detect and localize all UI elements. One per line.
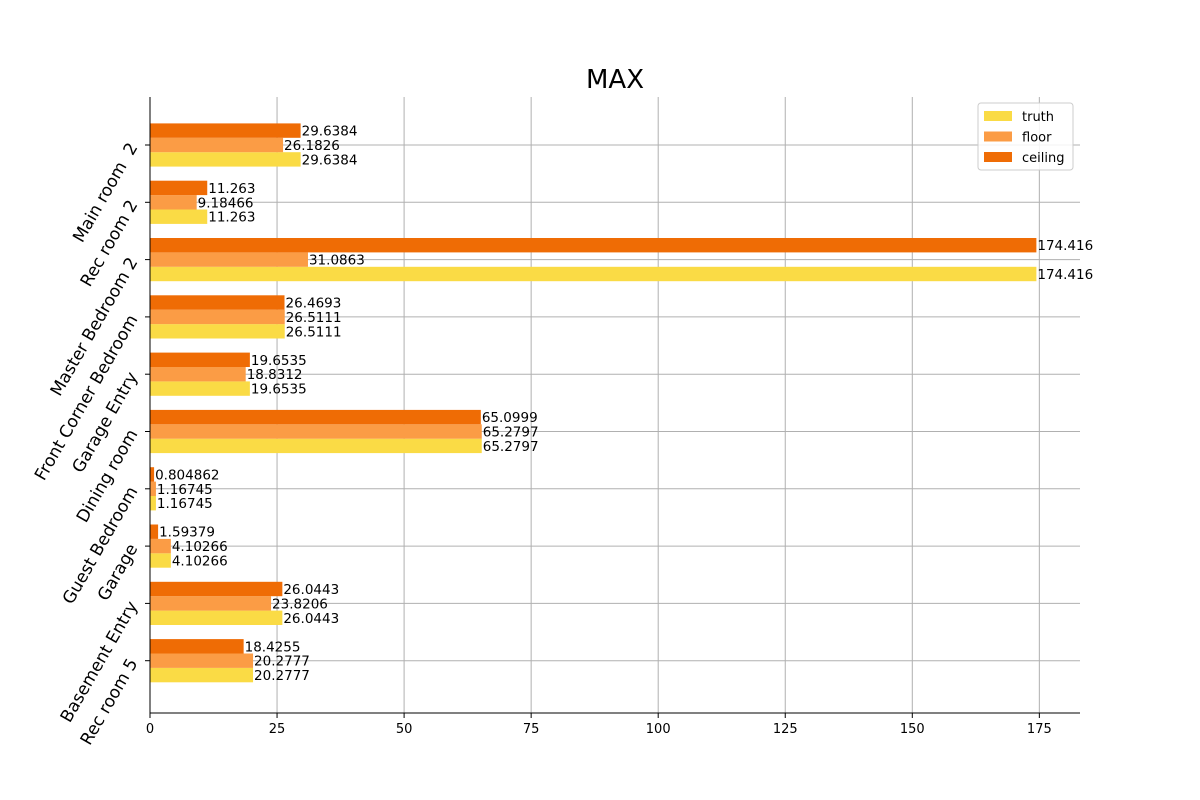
bar-ceiling [150, 467, 155, 482]
data-label-floor: 18.8312 [247, 367, 303, 383]
legend-swatch-truth [984, 111, 1012, 121]
x-tick-label: 0 [146, 722, 154, 737]
bar-truth [150, 152, 301, 167]
legend-label-ceiling: ceiling [1022, 151, 1064, 166]
bar-floor [150, 653, 254, 668]
bar-ceiling [150, 524, 159, 539]
chart-title: MAX [586, 65, 644, 95]
tick-labels-layer: 0 25 50 75 100 125 150 175 [146, 722, 1052, 737]
data-label-floor: 9.18466 [198, 195, 254, 211]
data-label-ceiling: 29.6384 [302, 124, 358, 140]
bar-ceiling [150, 639, 244, 654]
bar-ceiling [150, 238, 1037, 253]
x-tick-label: 100 [646, 722, 671, 737]
legend-label-floor: floor [1022, 131, 1052, 146]
bar-truth [150, 610, 283, 625]
legend-swatch-ceiling [984, 152, 1012, 162]
bar-truth [150, 381, 250, 396]
data-label-floor: 20.2777 [254, 654, 310, 670]
data-labels-layer: 29.6384 11.263 174.416 26.5111 19.6535 65.279… [155, 124, 1093, 684]
data-label-truth: 29.6384 [302, 152, 358, 168]
bar-floor [150, 137, 284, 153]
x-tick-label: 75 [523, 722, 540, 737]
data-label-floor: 26.5111 [286, 310, 342, 326]
bar-floor [150, 195, 197, 210]
bar-floor [150, 309, 285, 325]
bar-truth [150, 324, 285, 339]
bar-truth [150, 266, 1037, 282]
x-tick-label: 150 [900, 722, 925, 737]
data-label-truth: 19.6535 [251, 382, 307, 398]
bar-floor [150, 252, 308, 267]
bar-floor [150, 596, 272, 611]
data-label-floor: 4.10266 [172, 539, 228, 555]
data-label-floor: 1.16745 [157, 482, 213, 498]
bar-floor [150, 424, 482, 439]
bar-ceiling [150, 581, 283, 597]
bar-truth [150, 553, 171, 568]
bars-layer [150, 123, 1037, 683]
data-label-ceiling: 26.0443 [283, 582, 339, 598]
data-label-floor: 31.0863 [309, 253, 365, 269]
bar-floor [150, 481, 156, 496]
legend: truth floor ceiling [977, 102, 1074, 171]
bar-ceiling [150, 409, 481, 425]
data-label-truth: 4.10266 [172, 554, 228, 570]
axes-layer [145, 97, 1080, 718]
bar-ceiling [150, 352, 250, 367]
data-label-truth: 65.2797 [483, 439, 539, 455]
data-label-floor: 65.2797 [483, 425, 539, 441]
data-label-truth: 174.416 [1037, 267, 1093, 283]
x-tick-label: 175 [1027, 722, 1052, 737]
data-label-truth: 20.2777 [254, 668, 310, 684]
data-label-ceiling: 19.6535 [251, 353, 307, 369]
bar-ceiling [150, 180, 208, 196]
bar-truth [150, 438, 482, 454]
data-label-floor: 23.8206 [272, 596, 328, 612]
data-label-ceiling: 65.0999 [482, 410, 538, 426]
data-label-ceiling: 1.59379 [159, 525, 215, 541]
data-label-ceiling: 0.804862 [155, 467, 219, 483]
bar-floor [150, 538, 171, 554]
data-label-ceiling: 18.4255 [245, 639, 301, 655]
data-label-truth: 1.16745 [157, 496, 213, 512]
x-tick-label: 25 [269, 722, 286, 737]
data-label-ceiling: 11.263 [208, 181, 255, 197]
bar-ceiling [150, 295, 285, 310]
bar-truth [150, 667, 254, 683]
x-tick-label: 50 [396, 722, 413, 737]
data-label-ceiling: 174.416 [1037, 238, 1093, 254]
data-label-truth: 11.263 [208, 210, 255, 226]
data-label-floor: 26.1826 [284, 138, 340, 154]
legend-swatch-floor [984, 131, 1012, 142]
bar-truth [150, 209, 208, 224]
data-label-truth: 26.0443 [283, 611, 339, 627]
bar-truth [150, 496, 156, 511]
legend-label-truth: truth [1022, 110, 1054, 125]
bar-floor [150, 367, 246, 382]
x-tick-label: 125 [773, 722, 798, 737]
data-label-ceiling: 26.4693 [286, 296, 342, 312]
bar-ceiling [150, 123, 301, 138]
data-label-truth: 26.5111 [286, 324, 342, 340]
